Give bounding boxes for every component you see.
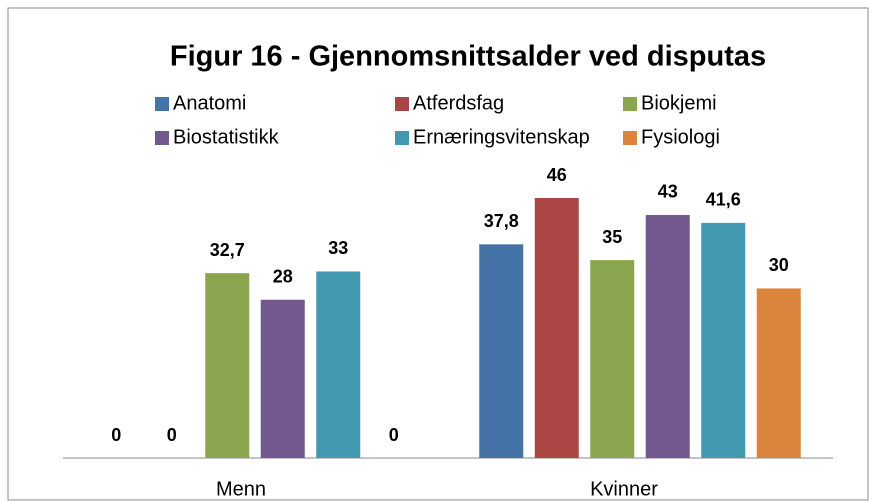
data-label: 43 bbox=[658, 182, 678, 202]
data-label: 0 bbox=[389, 425, 399, 445]
data-label: 0 bbox=[167, 425, 177, 445]
bar bbox=[205, 273, 250, 458]
bar bbox=[316, 271, 361, 458]
legend-label: Biokjemi bbox=[641, 92, 717, 114]
data-label: 28 bbox=[273, 266, 293, 286]
chart-title: Figur 16 - Gjennomsnittsalder ved disput… bbox=[170, 41, 766, 73]
data-label: 37,8 bbox=[484, 211, 519, 231]
data-label: 46 bbox=[547, 165, 567, 185]
legend-swatch bbox=[623, 131, 637, 145]
legend-swatch bbox=[395, 97, 409, 111]
bar bbox=[479, 244, 524, 458]
legend-label: Fysiologi bbox=[641, 126, 720, 148]
x-tick-label: Kvinner bbox=[590, 478, 658, 500]
legend-swatch bbox=[623, 97, 637, 111]
legend-label: Ernæringsvitenskap bbox=[413, 126, 590, 148]
legend-label: Biostatistikk bbox=[173, 126, 280, 148]
bar bbox=[701, 222, 746, 458]
legend-label: Atferdsfag bbox=[413, 92, 504, 114]
bar bbox=[756, 288, 801, 458]
data-label: 41,6 bbox=[706, 190, 741, 210]
legend-swatch bbox=[395, 131, 409, 145]
data-label: 33 bbox=[328, 238, 348, 258]
x-tick-label: Menn bbox=[216, 478, 266, 500]
data-label: 30 bbox=[769, 255, 789, 275]
legend-swatch bbox=[155, 131, 169, 145]
bar bbox=[590, 260, 635, 458]
bar bbox=[645, 214, 690, 458]
bar bbox=[260, 299, 305, 458]
legend-swatch bbox=[155, 97, 169, 111]
data-label: 32,7 bbox=[210, 240, 245, 260]
legend-label: Anatomi bbox=[173, 92, 246, 114]
data-label: 0 bbox=[111, 425, 121, 445]
data-label: 35 bbox=[602, 227, 622, 247]
bar bbox=[534, 198, 579, 458]
